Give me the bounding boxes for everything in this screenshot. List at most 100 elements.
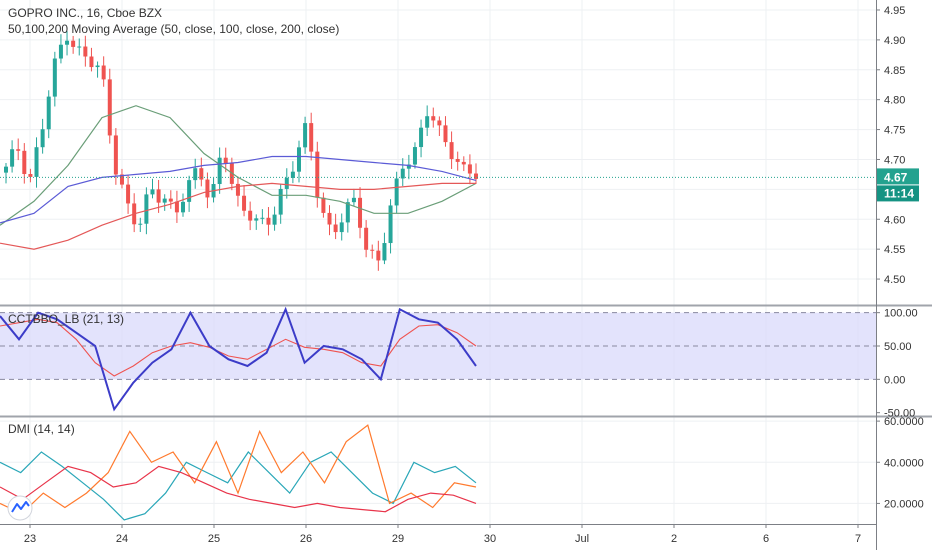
cctbbo-signal-line xyxy=(0,318,477,377)
dmi-tick-label-2: 20.0000 xyxy=(884,498,924,510)
candle-body xyxy=(126,184,131,204)
main-legend-title: GOPRO INC., 16, Cboe BZX xyxy=(8,6,163,20)
candle-19 xyxy=(119,168,124,189)
cctbbo-tick-label-3: -50.00 xyxy=(884,408,915,420)
candle-body xyxy=(113,135,118,175)
time-tick-label-6: Jul xyxy=(575,533,589,545)
time-tick-label-5: 30 xyxy=(484,533,496,545)
cctbbo-tick-label-2: 0.00 xyxy=(884,374,905,386)
candle-body xyxy=(333,224,338,233)
candle-63 xyxy=(388,199,393,254)
candle-20 xyxy=(126,174,131,214)
candle-30 xyxy=(187,175,192,212)
candle-14 xyxy=(89,47,94,72)
candle-body xyxy=(284,177,289,189)
candle-body xyxy=(394,178,399,206)
candle-54 xyxy=(333,213,338,240)
candle-body xyxy=(272,214,277,225)
candle-48 xyxy=(296,140,301,183)
price-tick-label-9: 4.50 xyxy=(884,274,905,286)
candle-body xyxy=(138,223,143,225)
candle-body xyxy=(65,40,70,45)
candle-52 xyxy=(321,192,326,218)
candle-41 xyxy=(254,214,259,230)
candle-40 xyxy=(248,201,253,231)
price-tick-label-7: 4.60 xyxy=(884,214,905,226)
candle-body xyxy=(193,168,198,181)
candle-73 xyxy=(449,131,454,169)
countdown-badge xyxy=(877,185,919,202)
candle-body xyxy=(437,120,442,126)
candle-27 xyxy=(168,190,173,209)
candle-body xyxy=(358,197,363,228)
candle-13 xyxy=(83,35,88,67)
candle-body xyxy=(107,79,112,136)
candle-31 xyxy=(193,158,198,189)
candle-0 xyxy=(4,163,8,184)
candle-body xyxy=(455,158,460,162)
countdown-label: 11:14 xyxy=(884,186,914,200)
candle-body xyxy=(364,227,369,250)
candle-21 xyxy=(132,193,137,233)
candle-body xyxy=(52,58,57,97)
candle-body xyxy=(248,210,253,221)
candle-body xyxy=(260,217,265,219)
candle-body xyxy=(315,151,320,198)
time-tick-label-9: 7 xyxy=(855,533,861,545)
candle-71 xyxy=(437,116,442,137)
candle-67 xyxy=(412,142,417,169)
dmi-tick-label-1: 40.0000 xyxy=(884,457,924,469)
dmi-line-ADX xyxy=(0,465,477,513)
ma-line-50 xyxy=(0,105,477,226)
candle-body xyxy=(83,46,88,57)
candle-24 xyxy=(150,178,155,199)
time-tick-label-4: 29 xyxy=(392,533,404,545)
candle-body xyxy=(254,218,259,221)
candle-body xyxy=(370,249,375,251)
candle-body xyxy=(388,205,393,244)
candle-body xyxy=(303,123,308,148)
price-tick-label-2: 4.85 xyxy=(884,65,905,77)
candle-body xyxy=(95,65,100,68)
candle-59 xyxy=(364,220,369,258)
candle-body xyxy=(181,201,186,213)
candle-50 xyxy=(309,112,314,161)
candle-26 xyxy=(162,194,167,211)
candle-47 xyxy=(290,161,295,184)
cctbbo-tick-label-0: 100.00 xyxy=(884,308,918,320)
time-tick-label-1: 24 xyxy=(116,533,128,545)
candle-body xyxy=(46,96,51,130)
candle-49 xyxy=(303,116,308,154)
candle-body xyxy=(77,46,82,48)
candle-4 xyxy=(28,168,33,183)
candle-12 xyxy=(77,38,82,56)
candle-body xyxy=(34,147,39,177)
candle-body xyxy=(419,127,424,148)
candle-69 xyxy=(425,105,430,137)
dmi-legend: DMI (14, 14) xyxy=(8,422,75,436)
candle-65 xyxy=(400,158,405,187)
candle-29 xyxy=(181,193,186,217)
candle-body xyxy=(339,222,344,233)
candle-body xyxy=(425,116,430,128)
cctbbo-legend: CCTBBO_LB (21, 13) xyxy=(8,312,125,326)
candle-42 xyxy=(260,209,265,225)
candle-61 xyxy=(376,240,381,271)
candle-body xyxy=(431,116,436,121)
price-tick-label-1: 4.90 xyxy=(884,35,905,47)
candle-body xyxy=(376,250,381,261)
price-tick-label-4: 4.75 xyxy=(884,125,905,137)
candle-72 xyxy=(443,116,448,147)
candle-body xyxy=(119,174,124,185)
candle-body xyxy=(266,217,271,225)
candle-body xyxy=(321,197,326,213)
candle-66 xyxy=(406,154,411,180)
price-tick-label-5: 4.70 xyxy=(884,154,905,166)
candle-16 xyxy=(101,56,106,87)
candle-body xyxy=(327,212,332,225)
candle-body xyxy=(290,171,295,178)
candle-body xyxy=(467,164,472,174)
candle-1 xyxy=(10,140,15,173)
candle-body xyxy=(400,168,405,179)
